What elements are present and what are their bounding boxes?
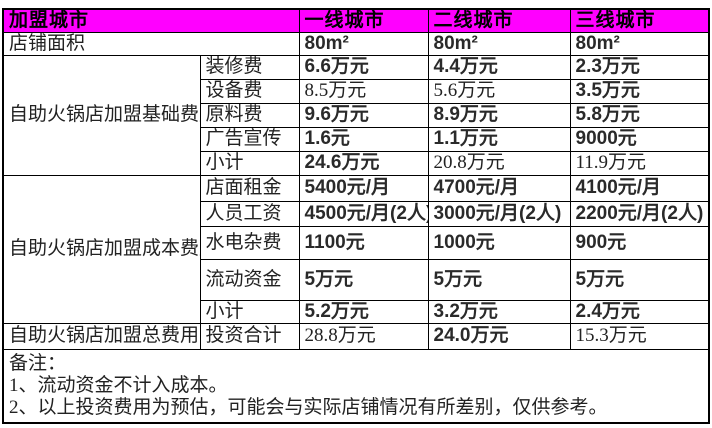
value-cell: 80m² — [298, 31, 429, 56]
value-cell: 3.2万元 — [427, 299, 571, 324]
franchise-cost-table: 加盟城市 一线城市 二线城市 三线城市 店铺面积 80m² 80m² 80m² … — [2, 8, 711, 425]
value-cell: 3000元/月(2人) — [427, 200, 571, 227]
section-label-cost: 自助火锅店加盟成本费用 — [2, 174, 201, 324]
value-cell: 5.2万元 — [298, 299, 429, 324]
table-row-area: 店铺面积 80m² 80m² 80m² — [2, 31, 710, 56]
row-label: 广告宣传 — [199, 126, 300, 152]
header-cell-city: 加盟城市 — [2, 8, 300, 33]
value-cell: 3.5万元 — [569, 78, 710, 104]
value-cell: 5万元 — [427, 258, 571, 301]
value-cell: 8.9万元 — [427, 102, 571, 128]
table-row-total: 自助火锅店加盟总费用 投资合计 28.8万元 24.0万元 15.3万元 — [2, 322, 710, 350]
table-row: 设备费 8.5万元 5.6万元 3.5万元 — [3, 78, 710, 104]
header-row: 加盟城市 一线城市 二线城市 三线城市 — [2, 8, 710, 33]
value-cell: 1.1万元 — [427, 126, 571, 152]
row-label: 装修费 — [199, 54, 300, 80]
value-cell: 1100元 — [298, 225, 429, 260]
value-cell: 5万元 — [569, 258, 710, 301]
value-cell: 28.8万元 — [298, 322, 429, 350]
notes-title: 备注： — [9, 353, 67, 375]
value-cell: 900元 — [569, 225, 710, 260]
value-cell: 24.6万元 — [298, 150, 429, 176]
table-row: 流动资金 5万元 5万元 5万元 — [3, 258, 710, 301]
value-cell: 80m² — [569, 31, 710, 56]
value-cell: 80m² — [427, 31, 571, 56]
section-label-basic: 自助火锅店加盟基础费用 — [2, 54, 201, 176]
value-cell: 5.8万元 — [569, 102, 710, 128]
value-cell: 2.3万元 — [569, 54, 710, 80]
header-cell-tier3: 三线城市 — [569, 8, 710, 33]
row-label: 人员工资 — [199, 200, 300, 227]
value-cell: 8.5万元 — [298, 78, 429, 104]
row-label: 投资合计 — [199, 322, 300, 350]
value-cell: 5万元 — [298, 258, 429, 301]
value-cell: 9000元 — [569, 126, 710, 152]
row-label: 店铺面积 — [2, 31, 300, 56]
notes-row: 备注： 1、流动资金不计入成本。 2、以上投资费用为预估，可能会与实际店铺情况有… — [2, 348, 710, 424]
value-cell: 6.6万元 — [298, 54, 429, 80]
row-label: 原料费 — [199, 102, 300, 128]
value-cell: 24.0万元 — [427, 322, 571, 350]
value-cell: 4100元/月 — [569, 174, 710, 202]
table-row-subtotal: 小计 24.6万元 20.8万元 11.9万元 — [3, 150, 710, 176]
value-cell: 2.4万元 — [569, 299, 710, 324]
value-cell: 2200元/月(2人) — [569, 200, 710, 227]
table-row-subtotal: 小计 5.2万元 3.2万元 2.4万元 — [3, 299, 710, 324]
table-row: 广告宣传 1.6元 1.1万元 9000元 — [3, 126, 710, 152]
note-item: 1、流动资金不计入成本。 — [9, 375, 228, 397]
value-cell: 15.3万元 — [569, 322, 710, 350]
table-row: 人员工资 4500元/月(2人) 3000元/月(2人) 2200元/月(2人) — [3, 200, 710, 227]
table-row: 自助火锅店加盟成本费用 店面租金 5400元/月 4700元/月 4100元/月 — [2, 174, 710, 324]
row-label: 水电杂费 — [199, 225, 300, 260]
row-label: 小计 — [199, 150, 300, 176]
table-row: 自助火锅店加盟基础费用 装修费 6.6万元 4.4万元 2.3万元 — [2, 54, 710, 176]
value-cell: 4.4万元 — [427, 54, 571, 80]
row-label: 小计 — [199, 299, 300, 324]
value-cell: 9.6万元 — [298, 102, 429, 128]
value-cell: 20.8万元 — [427, 150, 571, 176]
table-row: 水电杂费 1100元 1000元 900元 — [3, 225, 710, 260]
row-label: 流动资金 — [199, 258, 300, 301]
row-label: 设备费 — [199, 78, 300, 104]
value-cell: 4500元/月(2人) — [298, 200, 429, 227]
header-cell-tier1: 一线城市 — [298, 8, 429, 33]
table-row: 原料费 9.6万元 8.9万元 5.8万元 — [3, 102, 710, 128]
value-cell: 4700元/月 — [427, 174, 571, 202]
value-cell: 5400元/月 — [298, 174, 429, 202]
notes-cell: 备注： 1、流动资金不计入成本。 2、以上投资费用为预估，可能会与实际店铺情况有… — [2, 348, 710, 424]
value-cell: 1000元 — [427, 225, 571, 260]
row-label: 店面租金 — [199, 174, 300, 202]
section-label-total: 自助火锅店加盟总费用 — [2, 322, 201, 350]
value-cell: 5.6万元 — [427, 78, 571, 104]
value-cell: 1.6元 — [298, 126, 429, 152]
header-cell-tier2: 二线城市 — [427, 8, 571, 33]
value-cell: 11.9万元 — [569, 150, 710, 176]
note-item: 2、以上投资费用为预估，可能会与实际店铺情况有所差别，仅供参考。 — [9, 396, 608, 418]
